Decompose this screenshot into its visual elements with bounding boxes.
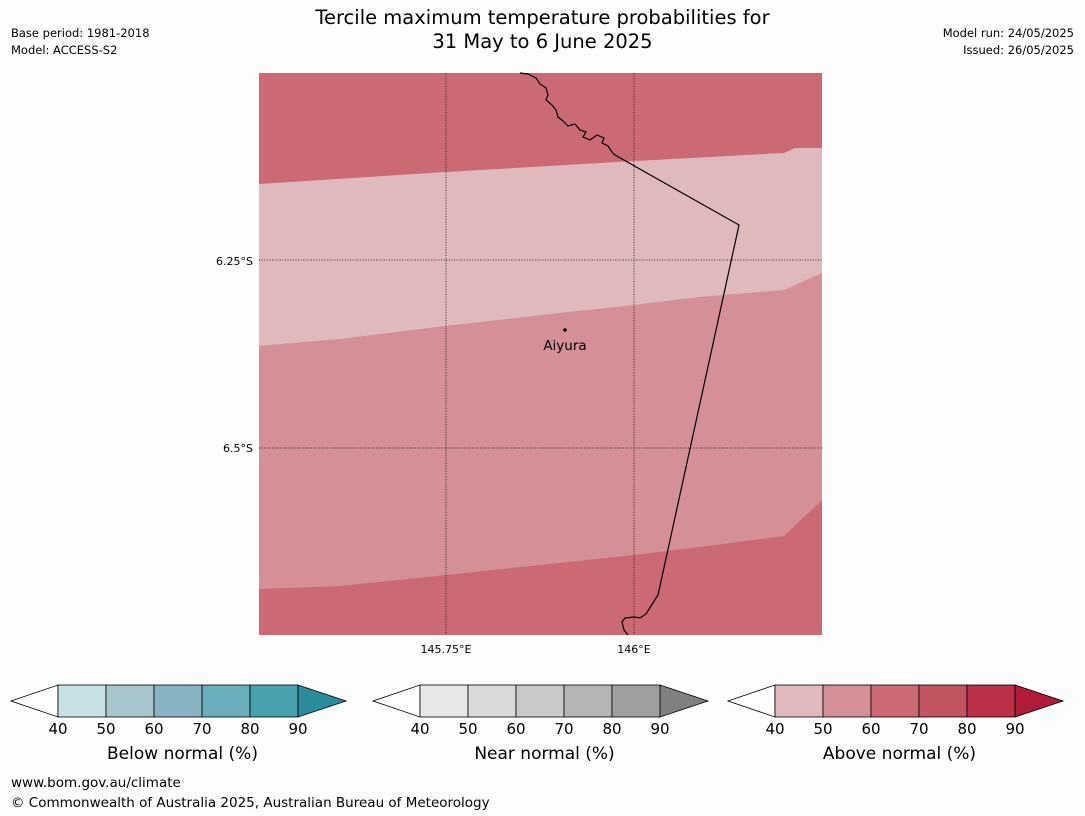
colorbar-left-arrow [372, 684, 421, 718]
colorbar-tick-label: 50 [813, 720, 833, 738]
colorbar-near-normal: Near normal (%) 40 50 60 70 80 90 [372, 684, 717, 764]
colorbar-tick-label: 90 [1005, 720, 1025, 738]
colorbar-tick-label: 50 [458, 720, 478, 738]
colorbar-title: Below normal (%) [107, 744, 258, 764]
colorbar-tick-label: 90 [650, 720, 670, 738]
place-marker [563, 328, 567, 332]
colorbar-swatches [372, 684, 710, 718]
colorbar-below-normal: Below normal (%) 40 50 60 70 80 90 [10, 684, 355, 764]
colorbar-swatch [918, 684, 968, 718]
colorbar-swatch [105, 684, 155, 718]
model-text: Model: ACCESS-S2 [11, 43, 118, 57]
colorbar-swatch [153, 684, 203, 718]
meta-left: Base period: 1981-2018 Model: ACCESS-S2 [11, 25, 150, 59]
map-panel: Aiyura 6.25°S 6.5°S 145.75°E 146°E [216, 72, 822, 656]
title-line-1: Tercile maximum temperature probabilitie… [315, 6, 770, 29]
colorbar-swatch [822, 684, 872, 718]
border-line [519, 72, 740, 636]
colorbar-swatch [870, 684, 920, 718]
colorbar-right-arrow [1014, 684, 1065, 718]
colorbar-swatch [966, 684, 1016, 718]
colorbar-left-arrow [10, 684, 59, 718]
footer-url: www.bom.gov.au/climate [11, 775, 181, 791]
issued-text: Issued: 26/05/2025 [963, 43, 1074, 57]
probability-zones [259, 73, 822, 635]
colorbar-tick-label: 40 [410, 720, 430, 738]
colorbar-tick-label: 50 [96, 720, 116, 738]
colorbar-title: Near normal (%) [474, 744, 615, 764]
colorbar-above-normal: Above normal (%) 40 50 60 70 80 90 [727, 684, 1072, 764]
colorbar-swatch [249, 684, 299, 718]
colorbar-swatches [10, 684, 348, 718]
colorbar-swatch [515, 684, 565, 718]
title-line-2: 31 May to 6 June 2025 [432, 30, 653, 53]
colorbar-left-arrow [727, 684, 776, 718]
colorbar-tick-label: 70 [554, 720, 574, 738]
colorbar-swatches [727, 684, 1065, 718]
colorbar-tick-label: 60 [506, 720, 526, 738]
colorbar-tick-label: 90 [288, 720, 308, 738]
map-title: Tercile maximum temperature probabilitie… [0, 6, 1085, 54]
colorbar-right-arrow [297, 684, 348, 718]
colorbar-right-arrow [659, 684, 710, 718]
lon-label: 145.75°E [421, 643, 472, 656]
colorbar-tick-label: 60 [144, 720, 164, 738]
colorbar-title: Above normal (%) [822, 744, 977, 764]
colorbar-tick-label: 80 [240, 720, 260, 738]
colorbar-swatch [201, 684, 251, 718]
colorbar-swatch [467, 684, 517, 718]
base-period-text: Base period: 1981-2018 [11, 26, 150, 40]
model-run-text: Model run: 24/05/2025 [942, 26, 1074, 40]
colorbar-tick-label: 60 [861, 720, 881, 738]
zone-above-40 [259, 148, 822, 346]
colorbar-tick-label: 40 [48, 720, 68, 738]
lon-label: 146°E [617, 643, 650, 656]
colorbar-tick-label: 40 [765, 720, 785, 738]
colorbar-tick-label: 80 [957, 720, 977, 738]
colorbar-swatch [774, 684, 824, 718]
colorbar-tick-label: 70 [909, 720, 929, 738]
place-label: Aiyura [543, 338, 586, 354]
lat-label: 6.5°S [223, 442, 253, 455]
colorbar-swatch [563, 684, 613, 718]
zone-above-50 [259, 273, 822, 589]
colorbar-tick-label: 80 [602, 720, 622, 738]
meta-right: Model run: 24/05/2025 Issued: 26/05/2025 [943, 25, 1074, 59]
graticule [259, 73, 822, 635]
colorbar-swatch [57, 684, 107, 718]
colorbar-swatch [419, 684, 469, 718]
lat-label: 6.25°S [216, 255, 253, 268]
colorbar-tick-label: 70 [192, 720, 212, 738]
colorbar-swatch [611, 684, 661, 718]
footer-copyright: © Commonwealth of Australia 2025, Austra… [11, 795, 490, 811]
